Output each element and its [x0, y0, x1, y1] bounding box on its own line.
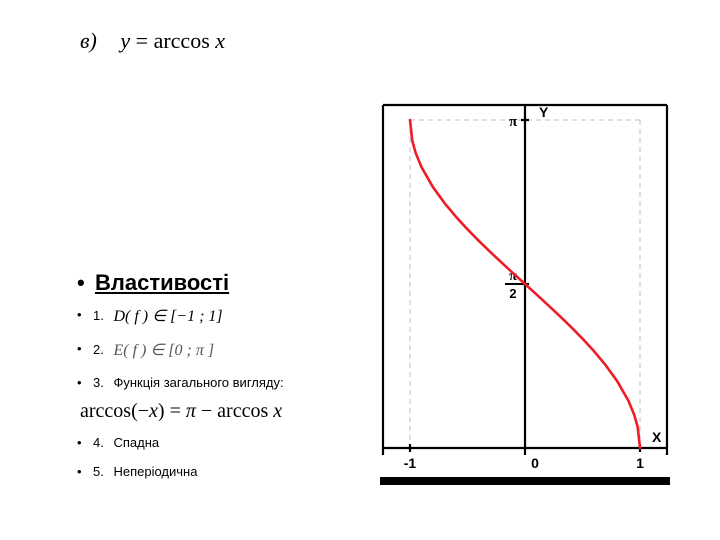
- prop-text: Неперіодична: [113, 464, 197, 479]
- fn-lhs: y: [120, 28, 130, 53]
- fn-eq-sign: =: [136, 28, 148, 53]
- function-definition: в) y = arccos x: [80, 28, 225, 54]
- item-letter: в): [80, 28, 97, 53]
- svg-text:0: 0: [531, 455, 539, 471]
- list-item: 3. Функція загального вигляду:: [77, 373, 284, 393]
- svg-text:-1: -1: [404, 455, 417, 471]
- list-item: 2. E( f ) ∈ [0 ; π ]: [77, 339, 284, 363]
- range-formula: E( f ) ∈ [0 ; π ]: [113, 342, 214, 359]
- svg-text:1: 1: [636, 455, 644, 471]
- svg-text:Y: Y: [539, 104, 549, 120]
- properties-heading: Властивості: [95, 270, 229, 296]
- svg-text:2: 2: [509, 286, 516, 301]
- properties-list: 1. D( f ) ∈ [−1 ; 1] 2. E( f ) ∈ [0 ; π …: [77, 305, 284, 492]
- list-item: 4. Спадна: [77, 433, 284, 453]
- arccos-chart: -110YXππ2: [380, 90, 670, 485]
- fn-rhs: arccos x: [154, 28, 225, 53]
- chart-svg: -110YXππ2: [380, 90, 670, 485]
- svg-text:π: π: [509, 114, 518, 130]
- prop-text: Спадна: [113, 435, 159, 450]
- list-item: 1. D( f ) ∈ [−1 ; 1]: [77, 305, 284, 329]
- prop-text: Функція загального вигляду:: [113, 375, 283, 390]
- identity-formula: arccos(−x) = π − arccos x: [80, 400, 282, 423]
- list-item: 5. Неперіодична: [77, 462, 284, 482]
- domain-formula: D( f ) ∈ [−1 ; 1]: [113, 308, 222, 325]
- svg-text:X: X: [652, 429, 662, 445]
